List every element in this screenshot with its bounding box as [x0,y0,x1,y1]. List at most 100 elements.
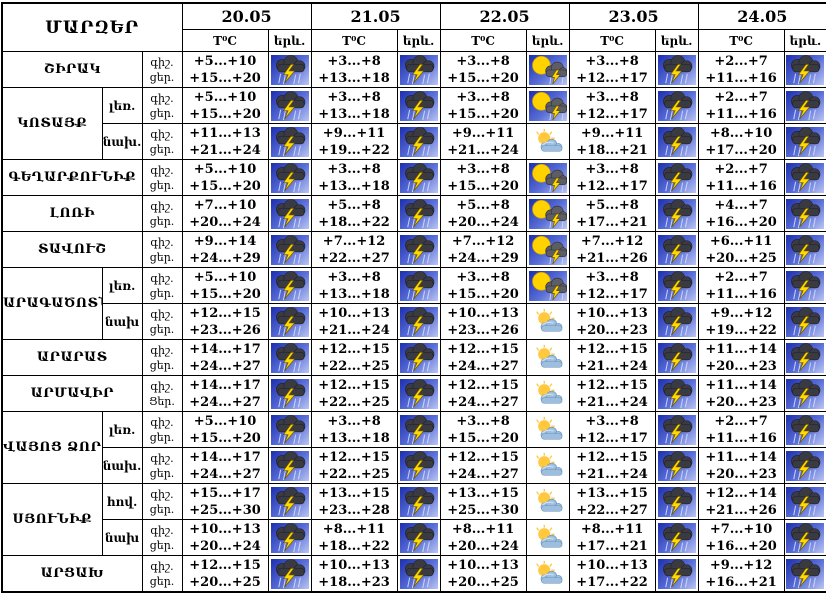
phenomenon-icon-cell [267,483,312,520]
day-temp: +20...+23 [705,394,777,410]
day-temp: +20...+24 [447,538,519,554]
day-temp: +12...+17 [576,106,648,122]
day-label: ցեր. [149,178,175,192]
night-temp: +2...+7 [714,161,768,177]
sun-thunderstorm-icon [528,90,567,121]
day-temp: +15...+20 [189,430,261,446]
day-label: ցեր. [149,322,175,336]
daypart-label-cell: գիշ. ցեր. [141,267,183,304]
subregion-cell: հով. [101,483,143,520]
day-temp: +16...+20 [705,214,777,230]
day-temp: +20...+24 [189,214,261,230]
phenomenon-icon-cell [525,447,570,484]
date-header-20-05: 20.05 [181,2,312,30]
night-temp: +13...+15 [318,485,390,501]
thunderstorm-icon [270,306,309,337]
temp-cell: +3...+8 +15...+20 [439,87,527,124]
day-temp: +21...+24 [447,142,519,158]
temp-cell: +10...+13 +20...+23 [568,303,656,340]
thunderstorm-icon [270,558,309,589]
daypart-label-cell: գիշ. ցեր. [141,339,183,376]
night-label: գիշ. [150,163,174,177]
phenomenon-icon-cell [783,231,826,268]
phenomenon-icon-cell [654,231,699,268]
day-temp: +20...+23 [576,322,648,338]
day-temp: +15...+20 [189,106,261,122]
thunderstorm-icon [399,378,438,409]
temp-cell: +3...+8 +12...+17 [568,51,656,88]
day-temp: +15...+20 [189,70,261,86]
region-cell: ՇԻՐԱԿ [1,51,143,88]
thunderstorm-icon [786,198,825,229]
phenomenon-icon-cell [525,411,570,448]
date-header-24-05: 24.05 [697,2,826,30]
phenomenon-icon-cell [267,195,312,232]
night-temp: +3...+8 [456,53,510,69]
day-label: ցեր. [149,214,175,228]
phenomenon-icon-cell [267,51,312,88]
day-temp: +17...+20 [705,142,777,158]
thunderstorm-icon [399,450,438,481]
subregion-cell: նախ [101,303,143,340]
night-label: գիշ. [150,415,174,429]
phenomenon-icon-cell [783,159,826,196]
day-temp: +24...+29 [189,250,261,266]
thunderstorm-icon [270,414,309,445]
night-label: գիշ. [150,379,174,393]
night-temp: +2...+7 [714,269,768,285]
table-row: ԳԵՂԱՐՔՈՒՆԻՔ գիշ. ցեր. +5...+10 +15...+20 +3.… [1,159,826,196]
day-temp: +11...+16 [705,430,777,446]
day-temp: +21...+24 [189,142,261,158]
day-temp: +22...+25 [318,358,390,374]
day-temp: +11...+16 [705,70,777,86]
phenomenon-icon-cell [654,519,699,556]
temp-cell: +9...+14 +24...+29 [181,231,269,268]
night-temp: +15...+17 [189,485,261,501]
temp-cell: +2...+7 +11...+16 [697,159,785,196]
sun-thunderstorm-icon [528,198,567,229]
temp-header: T⁰C [181,29,269,52]
temp-cell: +7...+10 +16...+20 [697,519,785,556]
phenomenon-icon-cell [396,51,441,88]
day-temp: +11...+16 [705,178,777,194]
phenomenon-icon-cell [525,195,570,232]
thunderstorm-icon [657,306,696,337]
table-row: ԱՐՑԱԽ գիշ. ցեր. +12...+15 +20...+25 +10...+1… [1,555,826,593]
partly-cloudy-icon [529,127,567,157]
phenomenon-icon-cell [525,555,570,593]
thunderstorm-icon [399,126,438,157]
thunderstorm-icon [786,270,825,301]
phenomenon-icon-cell [783,339,826,376]
temp-cell: +4...+7 +16...+20 [697,195,785,232]
thunderstorm-icon [786,450,825,481]
night-temp: +5...+10 [193,269,257,285]
night-temp: +3...+8 [327,413,381,429]
temp-cell: +10...+13 +20...+24 [181,519,269,556]
partly-cloudy-icon [529,487,567,517]
night-temp: +7...+10 [709,521,773,537]
thunderstorm-icon [786,558,825,589]
day-temp: +13...+18 [318,70,390,86]
night-label: գիշ. [150,559,174,573]
phenomenon-icon-cell [396,195,441,232]
thunderstorm-icon [399,234,438,265]
thunderstorm-icon [270,486,309,517]
night-temp: +2...+7 [714,89,768,105]
night-temp: +3...+8 [327,269,381,285]
day-label: ցեր. [149,574,175,588]
temp-cell: +5...+10 +15...+20 [181,51,269,88]
phenomenon-icon-cell [783,375,826,412]
daypart-label-cell: գիշ. ցեր. [141,411,183,448]
phenomenon-icon-cell [783,555,826,593]
night-temp: +3...+8 [585,413,639,429]
table-row: ԱՐՄԱՎԻՐ գիշ. Ցեր. +14...+17 +24...+27 +12...… [1,375,826,412]
night-temp: +10...+13 [576,557,648,573]
temp-cell: +2...+7 +11...+16 [697,411,785,448]
thunderstorm-icon [786,486,825,517]
day-label: ցեր. [149,286,175,300]
day-temp: +15...+20 [447,178,519,194]
night-temp: +5...+8 [456,197,510,213]
temp-cell: +15...+17 +25...+30 [181,483,269,520]
thunderstorm-icon [657,558,696,589]
